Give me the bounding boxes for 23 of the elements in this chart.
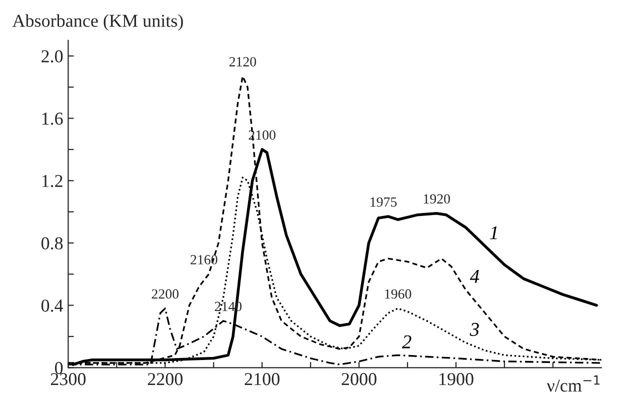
x-tick-label: 2000	[342, 373, 376, 386]
y-tick-label: 0.4	[41, 300, 64, 312]
annotation: 1920	[424, 194, 450, 204]
y-tick-label: 1.2	[42, 174, 62, 188]
y-tick-label: 1.6	[42, 112, 63, 125]
x-tick-label: 2200	[148, 373, 183, 386]
series-label: 1	[490, 226, 497, 240]
x-axis-title: ν/cm$^{−1}$	[546, 375, 600, 392]
y-tick-label: 0	[55, 362, 63, 374]
annotation: 2100	[248, 130, 276, 140]
annotation: 2200	[152, 289, 179, 299]
annotation: 2120	[229, 57, 256, 66]
y-tick-label: 0.8	[41, 237, 63, 250]
x-tick-label: 2300	[50, 373, 86, 386]
y-tick-label: 2.0	[42, 50, 63, 63]
y-axis-title: Absorbance (KM units)	[12, 14, 183, 31]
series-label: 2	[402, 335, 412, 348]
annotation: 1975	[370, 197, 397, 207]
series-label: 3	[470, 322, 479, 336]
x-tick-label: 1900	[440, 373, 474, 386]
x-tick-label: 2100	[244, 373, 280, 386]
annotation: 1960	[385, 289, 412, 299]
series-label: 4	[470, 270, 480, 283]
